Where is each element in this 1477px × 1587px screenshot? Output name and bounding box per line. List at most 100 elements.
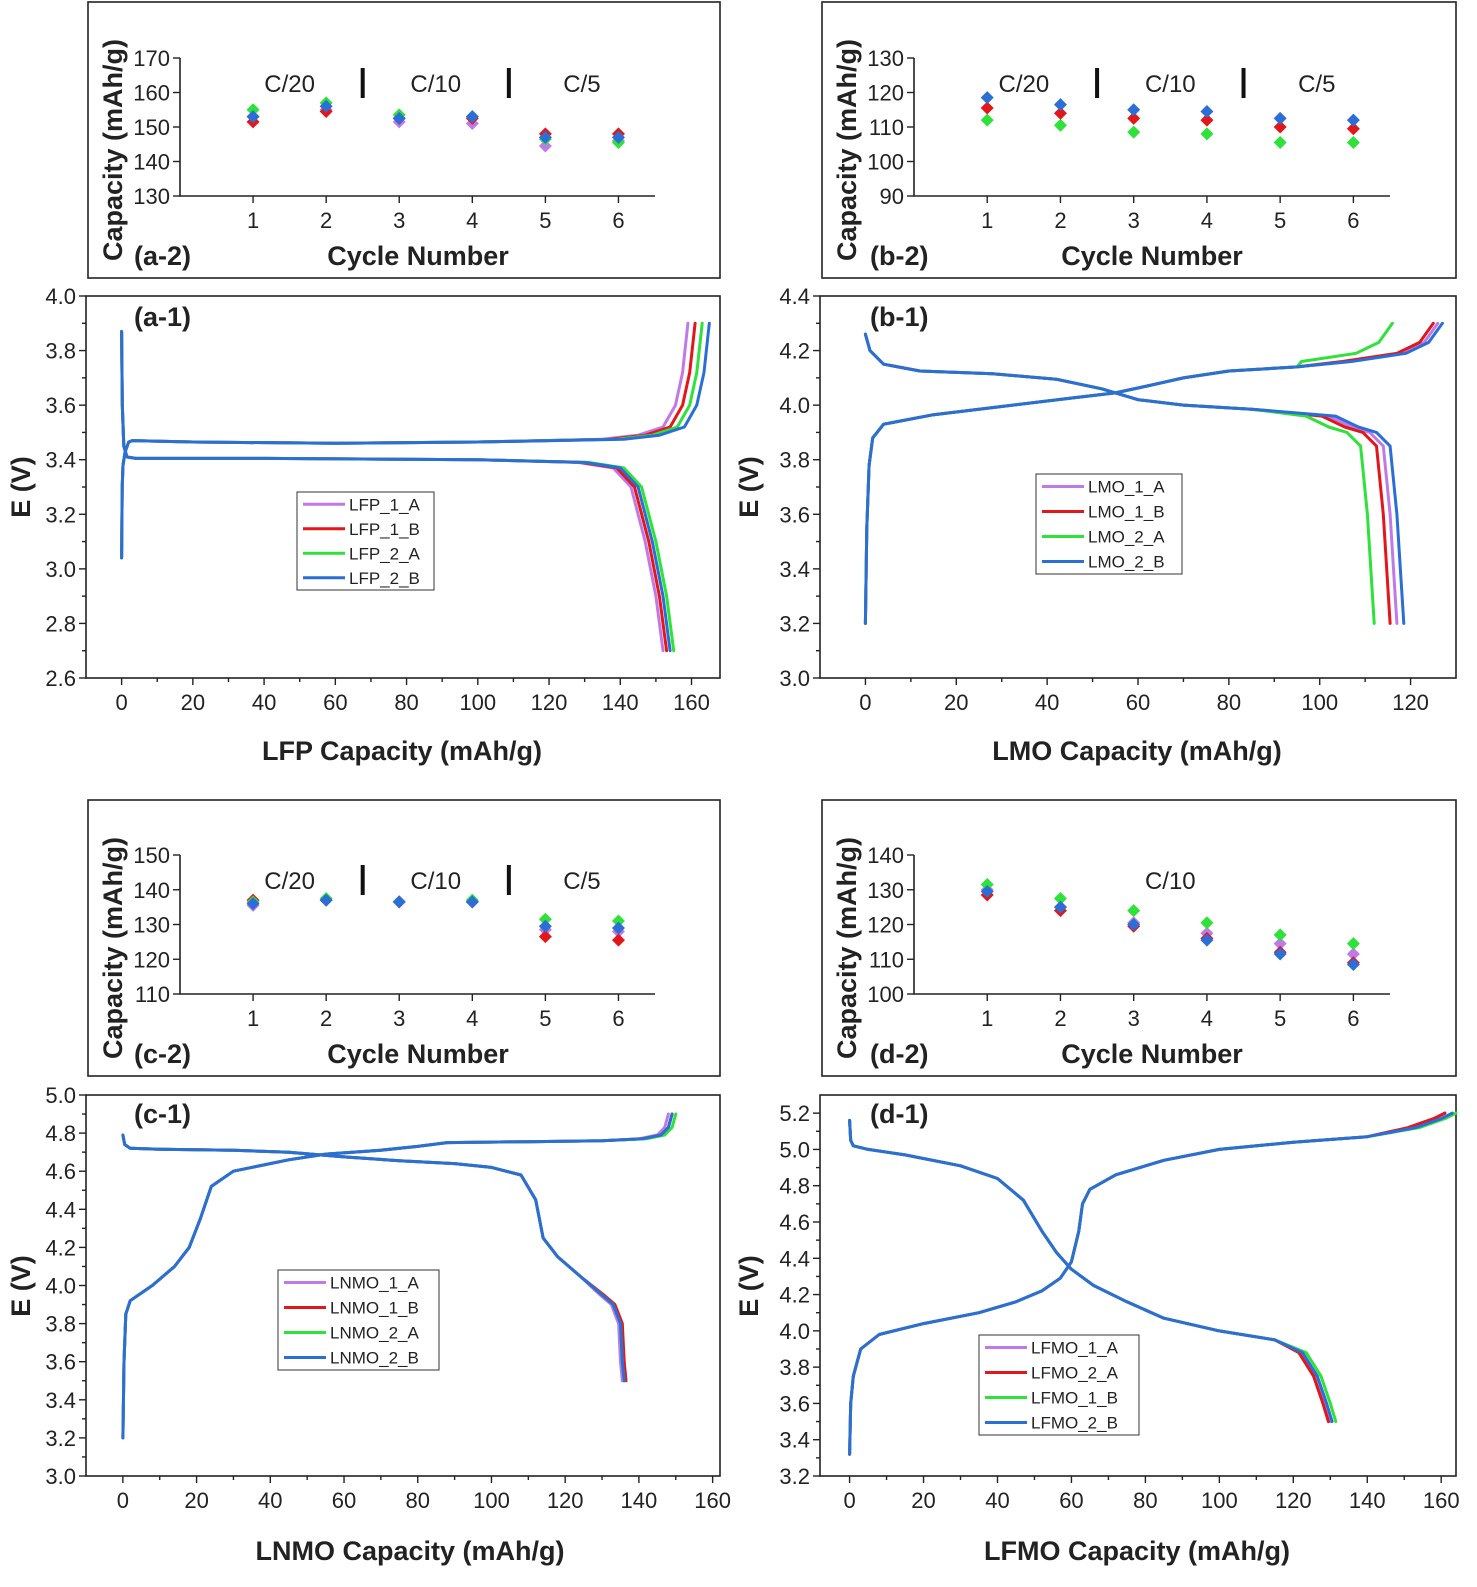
x-tick-label: 0 <box>859 690 871 715</box>
data-point <box>246 110 260 124</box>
data-point <box>1346 136 1360 150</box>
data-point <box>980 101 994 115</box>
data-point <box>538 130 552 144</box>
discharge-curve <box>120 330 676 653</box>
rate-label: C/5 <box>563 868 600 895</box>
discharge-curve <box>863 332 1406 625</box>
y-tick-label: 3.6 <box>779 1391 810 1416</box>
rate-label: C/20 <box>264 868 315 895</box>
data-point <box>611 933 625 947</box>
y-tick-label: 120 <box>867 913 904 938</box>
y-tick-label: 170 <box>133 46 170 71</box>
x-tick-label: 20 <box>911 1488 935 1513</box>
y-tick-label: 3.4 <box>779 1428 810 1453</box>
y-tick-label: 2.8 <box>45 611 76 636</box>
rate-label: C/5 <box>563 71 600 98</box>
x-tick-label: 20 <box>184 1488 208 1513</box>
y-axis-title: Capacity (mAh/g) <box>98 837 128 1059</box>
y-tick-label: 3.2 <box>779 611 810 636</box>
data-point <box>1346 113 1360 127</box>
data-point <box>1053 98 1067 112</box>
y-tick-label: 4.6 <box>779 1210 810 1235</box>
y-tick-label: 140 <box>133 878 170 903</box>
y-tick-label: 3.4 <box>779 557 810 582</box>
capacity-panel-d-2: 1 2 3 4 5 6 100 110 120 130 140 Cycle Number Capacit… <box>821 799 1457 1077</box>
panel-label: (b-1) <box>870 302 928 332</box>
data-point <box>1053 106 1067 120</box>
rate-divider <box>506 865 511 895</box>
x-tick-label: 2 <box>320 208 332 233</box>
x-tick-label: 60 <box>1126 690 1150 715</box>
y-tick-label: 150 <box>133 115 170 140</box>
x-tick-label: 120 <box>1392 690 1429 715</box>
x-tick-label: 5 <box>539 1006 551 1031</box>
x-tick-label: 1 <box>981 208 993 233</box>
x-tick-label: 6 <box>1347 1006 1359 1031</box>
data-point <box>1346 947 1360 961</box>
rate-divider <box>506 68 511 98</box>
x-tick-label: 4 <box>1201 208 1213 233</box>
data-point <box>1273 136 1287 150</box>
y-axis-title: Capacity (mAh/g) <box>98 39 128 261</box>
charge-curve <box>863 321 1440 625</box>
y-tick-label: 130 <box>133 913 170 938</box>
rate-divider <box>360 68 365 98</box>
y-tick-label: 3.4 <box>45 448 76 473</box>
x-tick-label: 6 <box>612 1006 624 1031</box>
x-tick-label: 100 <box>473 1488 510 1513</box>
x-tick-label: 2 <box>320 1006 332 1031</box>
x-tick-label: 80 <box>1133 1488 1157 1513</box>
x-tick-label: 6 <box>1347 208 1359 233</box>
legend-entry: LMO_2_A <box>1088 528 1165 547</box>
x-axis-title: Cycle Number <box>1061 1039 1243 1069</box>
x-tick-label: 160 <box>673 690 710 715</box>
rate-divider <box>1241 68 1246 98</box>
y-tick-label: 120 <box>133 947 170 972</box>
x-tick-label: 3 <box>1128 1006 1140 1031</box>
panel-label: (b-2) <box>870 241 928 271</box>
y-tick-label: 4.8 <box>779 1174 810 1199</box>
x-tick-label: 160 <box>694 1488 731 1513</box>
x-tick-label: 4 <box>466 208 478 233</box>
charge-curve <box>121 1112 674 1440</box>
y-tick-label: 4.8 <box>45 1121 76 1146</box>
y-tick-label: 5.0 <box>45 1083 76 1108</box>
panel-label: (c-2) <box>134 1039 191 1069</box>
data-point <box>538 930 552 944</box>
y-tick-label: 4.0 <box>45 1274 76 1299</box>
panel-frame <box>821 799 1457 1077</box>
x-axis-title: Cycle Number <box>327 241 509 271</box>
y-tick-label: 4.0 <box>779 393 810 418</box>
panel-frame <box>87 799 721 1077</box>
y-tick-label: 3.6 <box>45 1350 76 1375</box>
y-tick-label: 4.4 <box>779 1246 810 1271</box>
y-tick-label: 160 <box>133 81 170 106</box>
legend-entry: LNMO_1_A <box>330 1274 419 1293</box>
legend-entry: LFP_2_A <box>349 544 421 563</box>
x-tick-label: 0 <box>843 1488 855 1513</box>
y-axis-title: Capacity (mAh/g) <box>832 39 862 261</box>
rate-label: C/10 <box>1145 868 1196 895</box>
data-point <box>1127 125 1141 139</box>
data-point <box>1273 120 1287 134</box>
capacity-panel-c-2: 1 2 3 4 5 6 110 120 130 140 150 Cycle Number Capacit… <box>87 799 721 1077</box>
legend-box <box>296 491 435 591</box>
x-tick-label: 60 <box>323 690 347 715</box>
data-point <box>1127 111 1141 125</box>
data-point <box>1200 127 1214 141</box>
x-axis-title: LNMO Capacity (mAh/g) <box>255 1536 564 1566</box>
data-point <box>392 111 406 125</box>
x-tick-label: 4 <box>1201 1006 1213 1031</box>
y-tick-label: 130 <box>133 184 170 209</box>
data-point <box>465 110 479 124</box>
legend-entry: LMO_1_B <box>1088 503 1165 522</box>
y-tick-label: 4.2 <box>779 1283 810 1308</box>
data-point <box>1273 937 1287 951</box>
y-tick-label: 4.4 <box>45 1197 76 1222</box>
data-point <box>980 113 994 127</box>
data-point <box>1346 122 1360 136</box>
y-tick-label: 120 <box>867 81 904 106</box>
x-tick-label: 40 <box>1035 690 1059 715</box>
panel-label: (a-1) <box>134 302 191 332</box>
charge-curve <box>848 1111 1454 1456</box>
